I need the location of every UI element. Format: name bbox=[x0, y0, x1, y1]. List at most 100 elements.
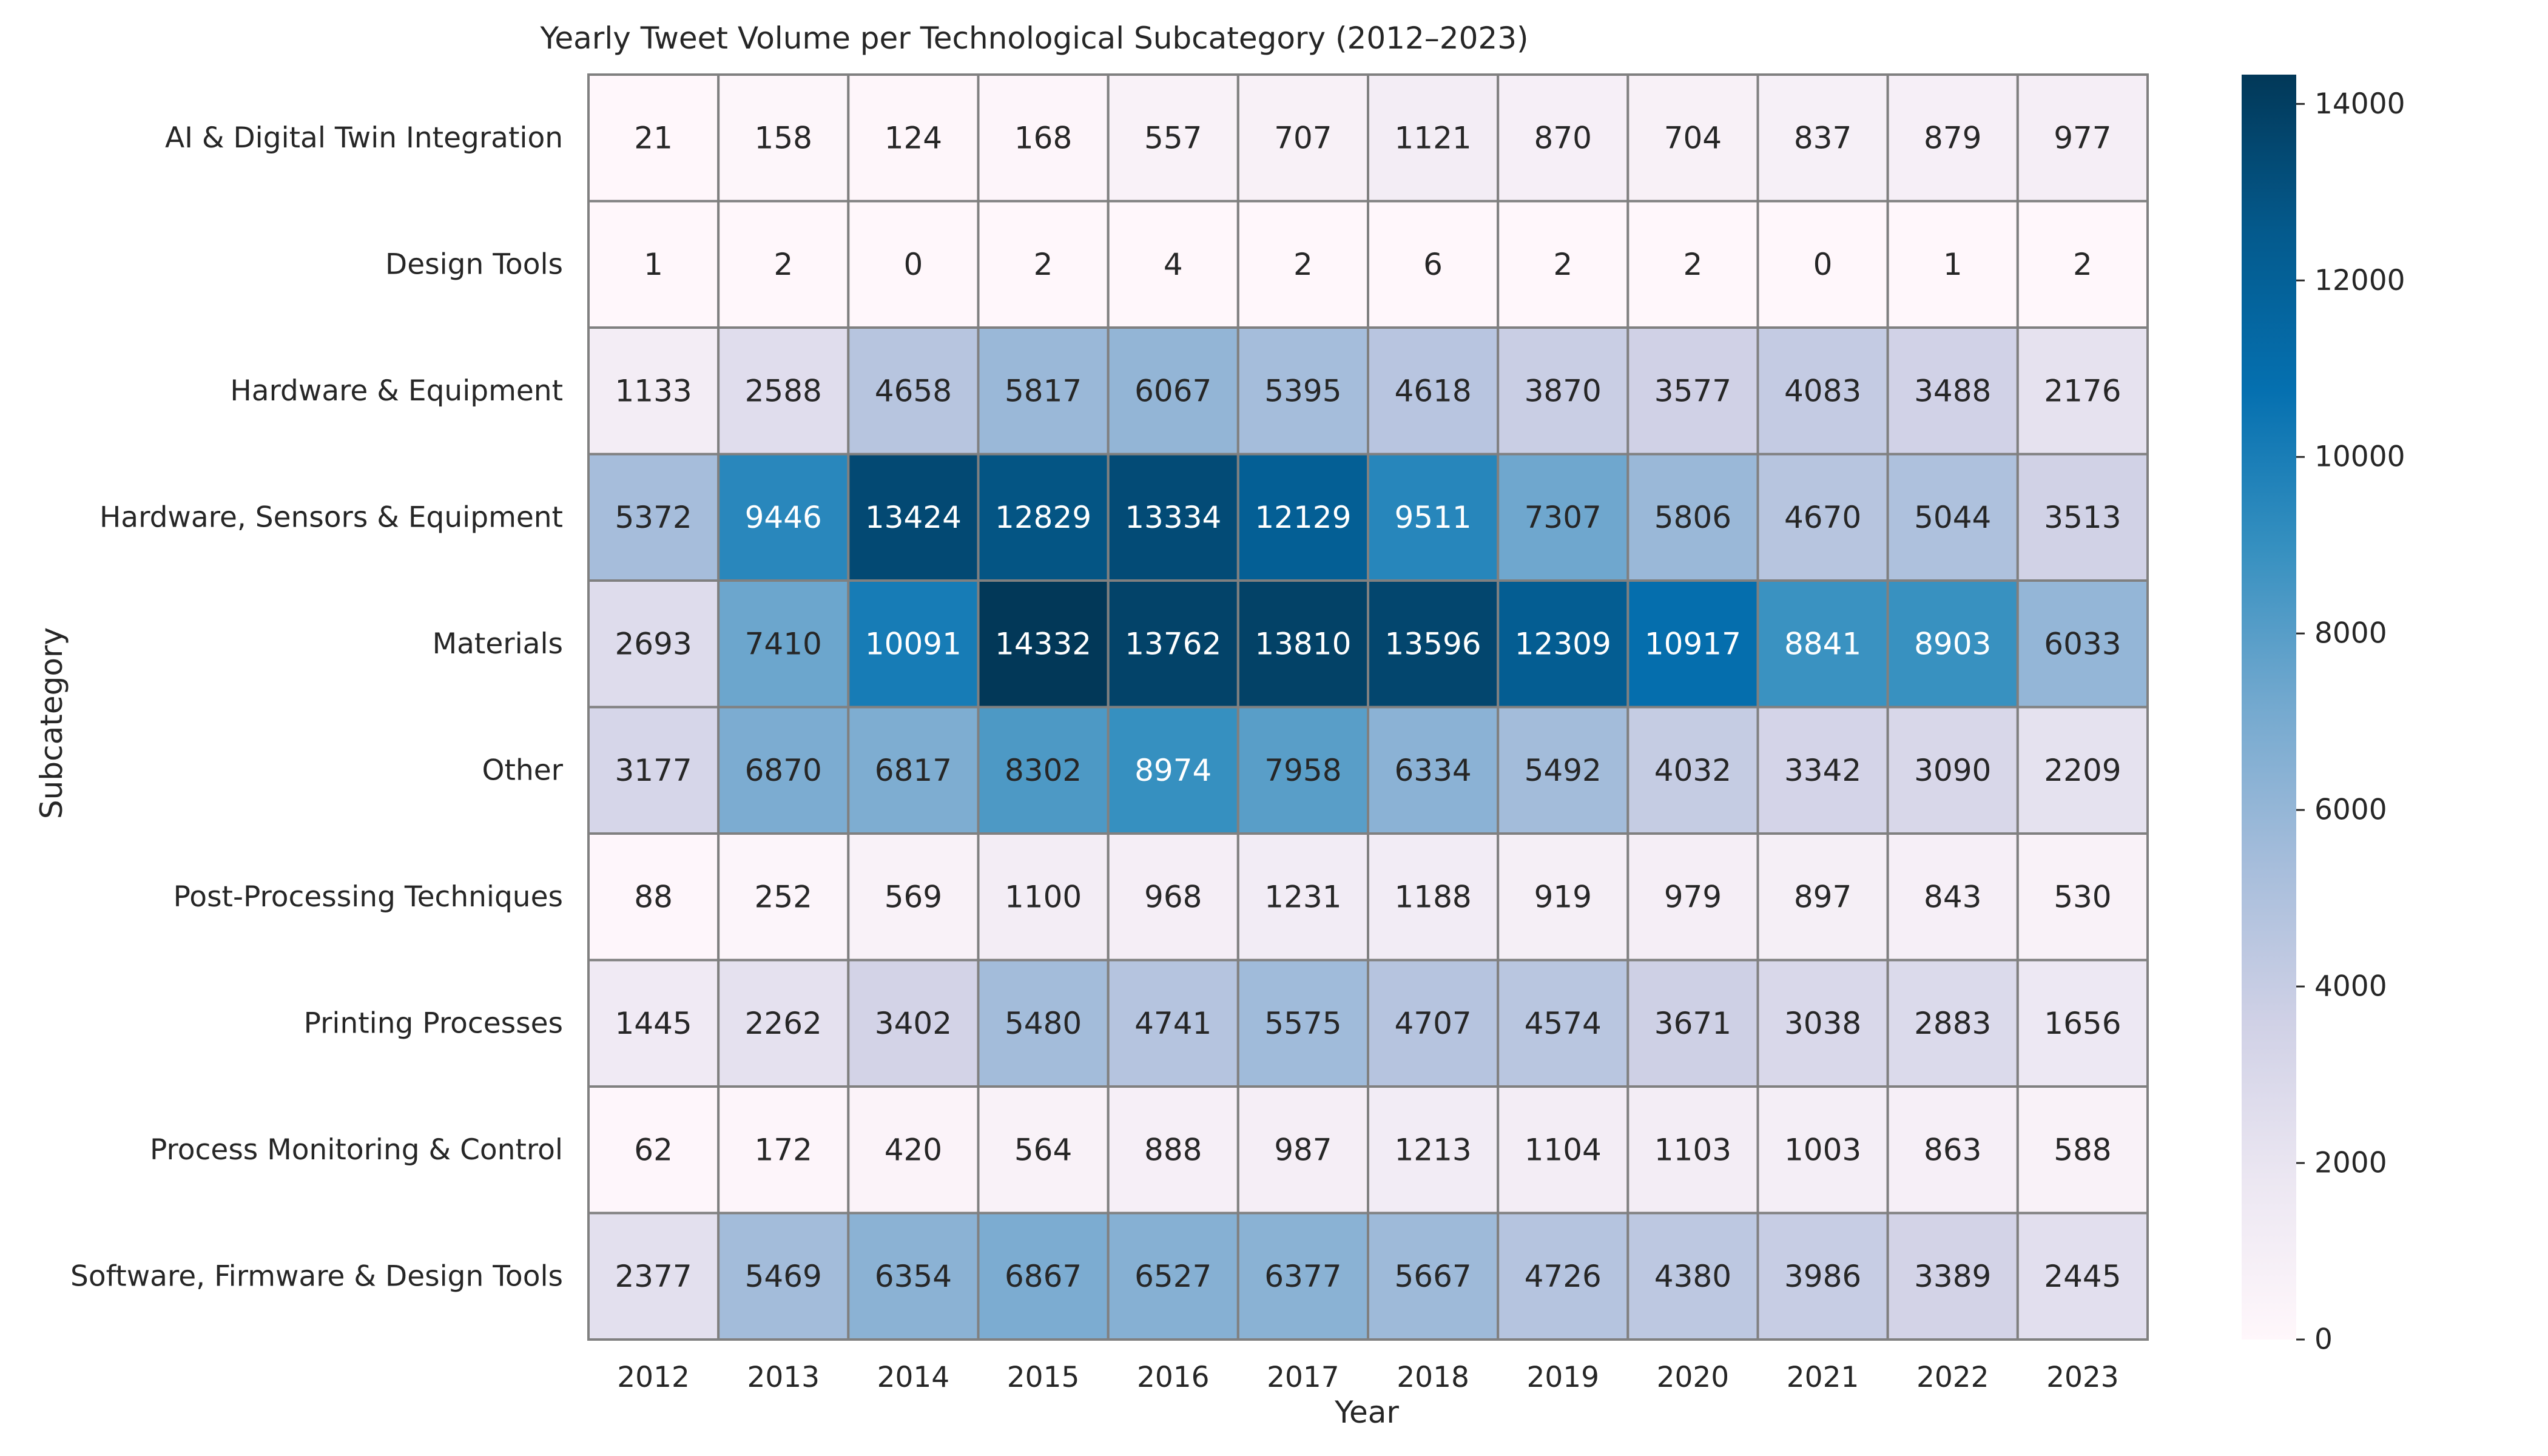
heatmap-cell-value: 557 bbox=[1144, 120, 1202, 155]
heatmap-cell bbox=[1886, 959, 2019, 1088]
colorbar-tick-label: 12000 bbox=[2314, 264, 2405, 297]
x-tick-label: 2016 bbox=[1137, 1361, 1210, 1394]
heatmap-cell-value: 1104 bbox=[1525, 1132, 1602, 1167]
heatmap-cell-value: 2 bbox=[1684, 247, 1703, 282]
heatmap-cell-value: 5492 bbox=[1525, 753, 1602, 788]
colorbar-tick-label: 4000 bbox=[2314, 970, 2387, 1003]
heatmap-cell-value: 6527 bbox=[1134, 1259, 1212, 1294]
heatmap-cell-value: 6 bbox=[1423, 247, 1443, 282]
x-tick-label: 2017 bbox=[1267, 1361, 1340, 1394]
heatmap-cell bbox=[717, 200, 850, 329]
heatmap-cell-value: 987 bbox=[1274, 1132, 1332, 1167]
heatmap-cell bbox=[587, 1212, 720, 1341]
heatmap-cell bbox=[1497, 706, 1630, 835]
x-tick-label: 2018 bbox=[1397, 1361, 1469, 1394]
heatmap-cell-value: 879 bbox=[1924, 120, 1981, 155]
x-tick-label: 2012 bbox=[617, 1361, 690, 1394]
heatmap-cell bbox=[1756, 832, 1889, 962]
x-tick-label: 2019 bbox=[1526, 1361, 1599, 1394]
heatmap-cell-value: 5395 bbox=[1264, 373, 1341, 408]
heatmap-cell bbox=[1107, 200, 1239, 329]
heatmap-cell-value: 7410 bbox=[745, 626, 822, 661]
heatmap-cell-value: 3577 bbox=[1654, 373, 1731, 408]
heatmap-cell-value: 870 bbox=[1534, 120, 1592, 155]
heatmap-cell bbox=[1756, 453, 1889, 582]
heatmap-cell bbox=[977, 326, 1110, 456]
heatmap-cell-value: 0 bbox=[1813, 247, 1833, 282]
heatmap-cell bbox=[1236, 706, 1370, 835]
heatmap-cell-value: 3389 bbox=[1914, 1259, 1991, 1294]
x-tick-label: 2015 bbox=[1007, 1361, 1080, 1394]
heatmap-cell-value: 4380 bbox=[1654, 1259, 1731, 1294]
heatmap-cell bbox=[1497, 1085, 1630, 1215]
heatmap-cell-value: 2 bbox=[1034, 247, 1053, 282]
heatmap-cell-value: 3513 bbox=[2044, 500, 2121, 535]
heatmap-cell-value: 252 bbox=[755, 879, 812, 914]
y-tick-label: Materials bbox=[433, 627, 563, 661]
heatmap-cell bbox=[847, 326, 980, 456]
heatmap-cell bbox=[1367, 706, 1500, 835]
colorbar-tick-label: 8000 bbox=[2314, 617, 2387, 650]
heatmap-cell bbox=[1756, 200, 1889, 329]
heatmap-cell bbox=[1236, 73, 1370, 203]
heatmap-cell bbox=[1236, 200, 1370, 329]
heatmap-cell-value: 6817 bbox=[875, 753, 952, 788]
heatmap-cell-value: 0 bbox=[904, 247, 923, 282]
x-tick-label: 2013 bbox=[747, 1361, 820, 1394]
heatmap-cell-value: 8841 bbox=[1784, 626, 1861, 661]
heatmap-cell bbox=[977, 959, 1110, 1088]
heatmap-cell-value: 3177 bbox=[615, 753, 692, 788]
heatmap-cell bbox=[1497, 200, 1630, 329]
heatmap-cell bbox=[587, 832, 720, 962]
heatmap-cell-value: 1445 bbox=[615, 1006, 692, 1041]
heatmap-cell bbox=[1367, 326, 1500, 456]
heatmap-cell-value: 1003 bbox=[1784, 1132, 1861, 1167]
heatmap-cell bbox=[1236, 832, 1370, 962]
chart-title: Yearly Tweet Volume per Technological Su… bbox=[539, 21, 1528, 56]
heatmap-cell-value: 13810 bbox=[1255, 626, 1351, 661]
heatmap-cell bbox=[2016, 453, 2149, 582]
x-tick-label: 2022 bbox=[1916, 1361, 1989, 1394]
heatmap-cell bbox=[1497, 73, 1630, 203]
heatmap-cell-value: 6377 bbox=[1264, 1259, 1341, 1294]
heatmap-cell bbox=[1497, 579, 1630, 709]
x-tick-label: 2021 bbox=[1787, 1361, 1859, 1394]
heatmap-cell-value: 1103 bbox=[1654, 1132, 1731, 1167]
heatmap-cell bbox=[2016, 326, 2149, 456]
heatmap-cell bbox=[587, 959, 720, 1088]
heatmap-cell-value: 124 bbox=[885, 120, 942, 155]
x-tick-label: 2020 bbox=[1657, 1361, 1730, 1394]
heatmap-cell-value: 1188 bbox=[1394, 879, 1471, 914]
heatmap-cell-value: 4670 bbox=[1784, 500, 1861, 535]
colorbar-tick-label: 10000 bbox=[2314, 440, 2405, 474]
heatmap-cell bbox=[1756, 706, 1889, 835]
heatmap-cell-value: 564 bbox=[1014, 1132, 1072, 1167]
heatmap-cell-value: 12129 bbox=[1255, 500, 1351, 535]
heatmap-cell-value: 1121 bbox=[1394, 120, 1471, 155]
heatmap-cell bbox=[847, 1212, 980, 1341]
colorbar-tick-label: 6000 bbox=[2314, 794, 2387, 827]
heatmap-cell bbox=[2016, 1085, 2149, 1215]
heatmap-cell-value: 4618 bbox=[1394, 373, 1471, 408]
heatmap-cell bbox=[2016, 706, 2149, 835]
heatmap-cell bbox=[2016, 200, 2149, 329]
heatmap-cell bbox=[1626, 832, 1759, 962]
heatmap-cell-value: 5806 bbox=[1654, 500, 1731, 535]
heatmap-cell-value: 968 bbox=[1144, 879, 1202, 914]
heatmap-cell-value: 3090 bbox=[1914, 753, 1991, 788]
heatmap-cell-value: 13762 bbox=[1125, 626, 1221, 661]
heatmap-cell-value: 5667 bbox=[1394, 1259, 1471, 1294]
heatmap-cell bbox=[847, 1085, 980, 1215]
heatmap-cell bbox=[1367, 959, 1500, 1088]
x-axis-tick-labels: 2012 2013 2014 2015 2016 2017 2018 2019 2020 2021… bbox=[617, 1361, 2118, 1394]
heatmap-cell-value: 843 bbox=[1924, 879, 1981, 914]
heatmap-cell-value: 6334 bbox=[1394, 753, 1471, 788]
colorbar-tick-labels: 0 2000 4000 6000 8000 10000 12000 14000 bbox=[2296, 87, 2405, 1357]
heatmap-cell-value: 4083 bbox=[1784, 373, 1861, 408]
heatmap-cell-value: 8302 bbox=[1005, 753, 1082, 788]
heatmap-cell-value: 6354 bbox=[875, 1259, 952, 1294]
heatmap-cell-value: 1133 bbox=[615, 373, 692, 408]
heatmap-cell bbox=[717, 1085, 850, 1215]
heatmap-cell bbox=[847, 579, 980, 709]
